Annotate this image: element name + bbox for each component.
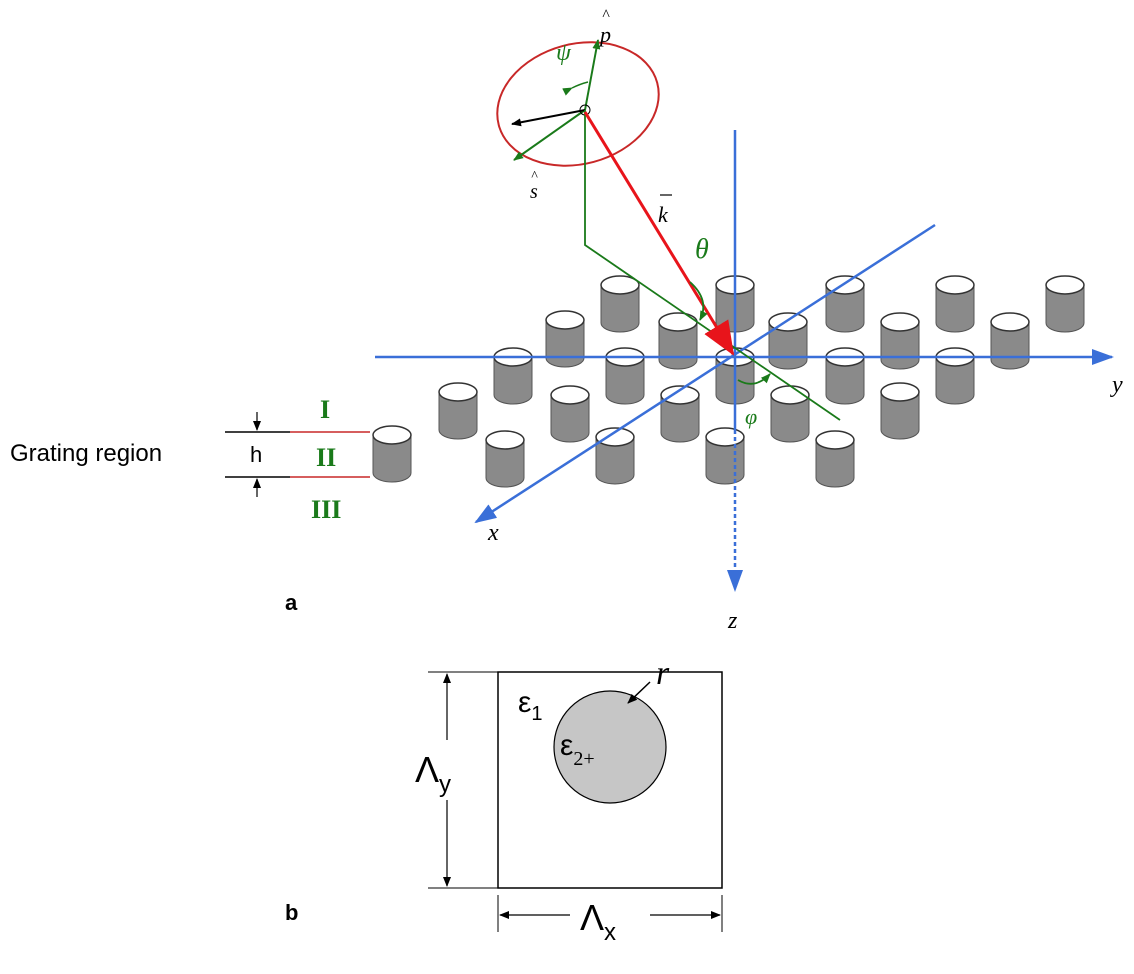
panel-b-label: b <box>285 900 298 925</box>
h-label: h <box>250 442 262 467</box>
polarization-ellipse <box>483 25 672 183</box>
eps1-label: ε1 <box>518 686 543 725</box>
panel-a-label: a <box>285 590 298 615</box>
layer-3: III <box>311 495 341 524</box>
psi-label: ψ <box>556 40 572 66</box>
pillar-top <box>439 383 477 401</box>
theta-label: θ <box>695 234 709 265</box>
pillar-top <box>1046 276 1084 294</box>
pillar-top <box>373 426 411 444</box>
psi-arc <box>572 82 588 88</box>
pillar-top <box>706 428 744 446</box>
pillar-top <box>551 386 589 404</box>
x-axis <box>476 225 935 522</box>
x-label: x <box>487 520 499 546</box>
layer-1: I <box>320 395 330 424</box>
period-x-subscript: x <box>604 919 616 946</box>
pillar-top <box>486 431 524 449</box>
pillar-top <box>991 313 1029 331</box>
eps1-subscript: 1 <box>531 703 542 725</box>
pillar-top <box>881 383 919 401</box>
pillar-top <box>881 313 919 331</box>
eps1-symbol: ε <box>518 686 531 719</box>
period-x-symbol: Λ <box>580 897 604 938</box>
pillar-top <box>816 431 854 449</box>
p-label: p <box>598 22 611 47</box>
period-x-label: Λx <box>580 897 616 946</box>
period-y-subscript: y <box>439 771 451 798</box>
z-label: z <box>727 608 738 634</box>
pillar-top <box>659 313 697 331</box>
pillar-top <box>936 276 974 294</box>
pillar-array <box>373 276 1084 487</box>
region-label: Grating region <box>10 440 162 467</box>
y-label: y <box>1110 372 1123 398</box>
diagram: x y z ψ p ^ s ^ k θ φ Grating region h I… <box>0 0 1134 974</box>
p-vector <box>585 40 598 110</box>
eps2-symbol: ε <box>560 729 573 762</box>
s-label: s <box>530 181 538 203</box>
pillar-top <box>546 311 584 329</box>
phi-label: φ <box>745 404 757 429</box>
eps2-subscript: 2+ <box>573 748 594 770</box>
period-y-symbol: Λ <box>415 749 439 790</box>
k-label: k <box>658 202 669 227</box>
layer-2: II <box>316 443 336 472</box>
period-y-label: Λy <box>415 749 451 798</box>
radius-label: r <box>656 655 670 692</box>
